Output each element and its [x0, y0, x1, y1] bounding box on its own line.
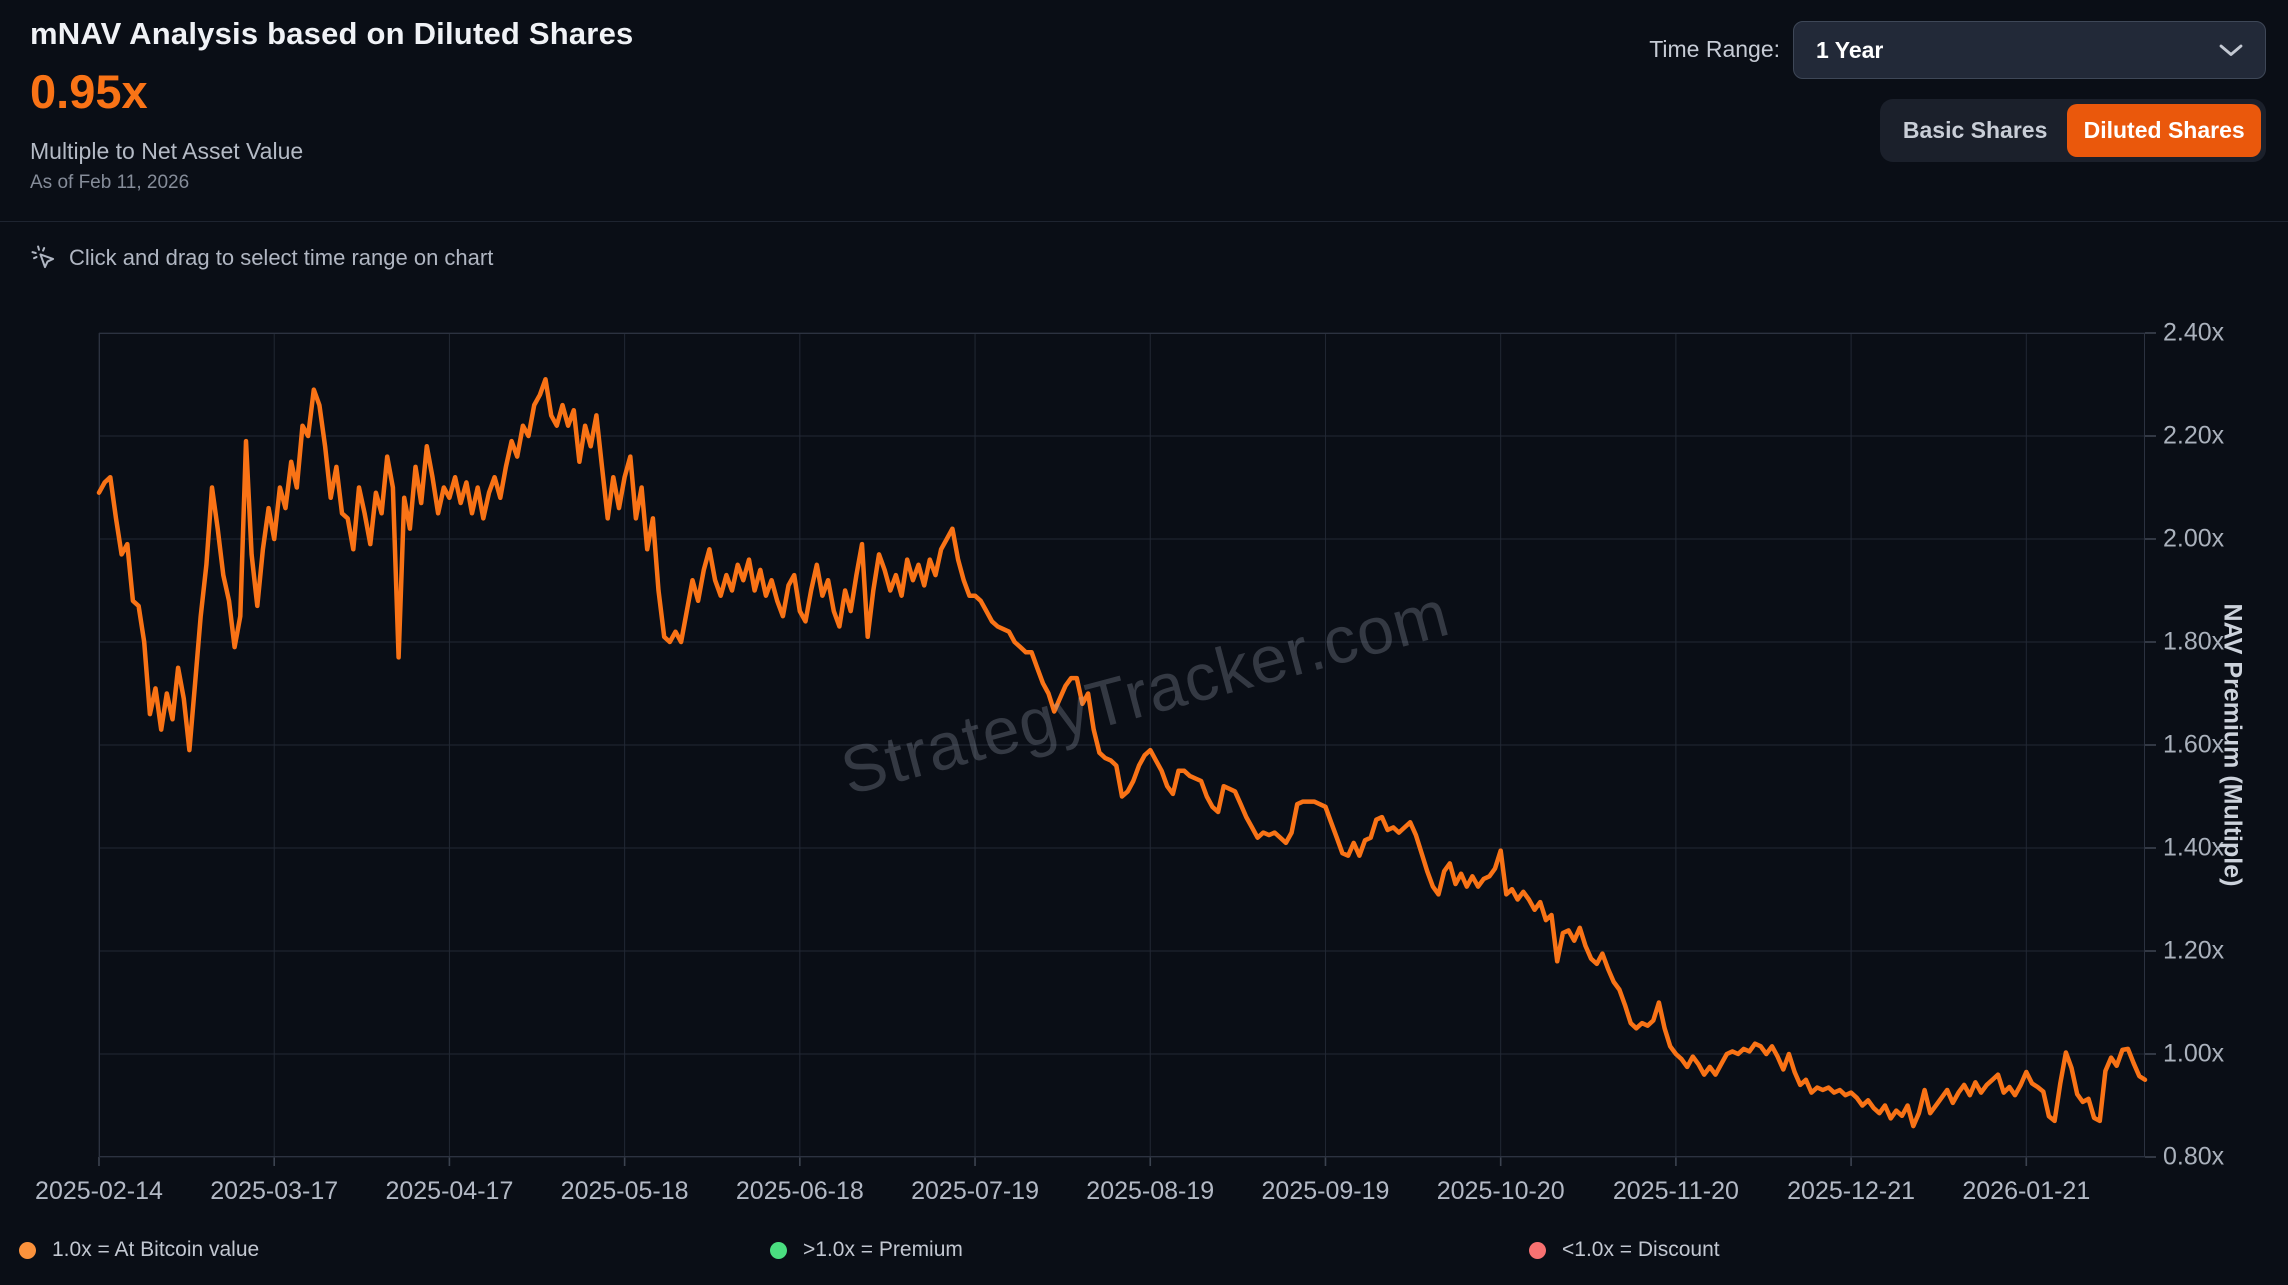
basic-shares-button[interactable]: Basic Shares — [1885, 104, 2065, 157]
legend-item-at-bitcoin-value: 1.0x = At Bitcoin value — [19, 1238, 259, 1262]
share-type-toggle: Basic Shares Diluted Shares — [1880, 99, 2266, 162]
x-axis-tick-label: 2025-08-19 — [1086, 1177, 1215, 1205]
chart-hint-text: Click and drag to select time range on c… — [69, 244, 494, 270]
header-divider — [0, 221, 2288, 222]
x-axis-tick-label: 2025-09-19 — [1261, 1177, 1390, 1205]
x-axis-tick-label: 2025-11-20 — [1612, 1177, 1739, 1205]
legend-dot-pink — [1529, 1241, 1546, 1259]
chart-hint: Click and drag to select time range on c… — [30, 244, 493, 271]
mnav-multiple-value: 0.95x — [30, 65, 148, 118]
x-axis-tick-label: 2025-04-17 — [385, 1177, 514, 1205]
x-axis-tick-label: 2025-06-18 — [735, 1177, 864, 1205]
as-of-date: As of Feb 11, 2026 — [30, 172, 190, 193]
legend-dot-orange — [19, 1241, 36, 1259]
x-axis-tick-label: 2025-10-20 — [1436, 1177, 1565, 1205]
y-axis-tick-label: 1.20x — [2163, 936, 2225, 965]
legend-label: 1.0x = At Bitcoin value — [52, 1238, 260, 1261]
y-axis-title: NAV Premium (Multiple) — [2218, 603, 2247, 887]
diluted-shares-button[interactable]: Diluted Shares — [2067, 104, 2261, 157]
chevron-down-icon — [2219, 44, 2243, 57]
legend-item-discount: <1.0x = Discount — [1529, 1238, 1720, 1262]
legend-item-premium: >1.0x = Premium — [770, 1238, 963, 1262]
legend-label: >1.0x = Premium — [803, 1238, 963, 1261]
time-range-selected-value: 1 Year — [1816, 36, 1884, 63]
y-axis-tick-label: 2.20x — [2163, 421, 2225, 450]
x-axis-tick-label: 2025-12-21 — [1787, 1177, 1916, 1205]
legend-label: <1.0x = Discount — [1562, 1238, 1720, 1261]
y-axis-tick-label: 1.80x — [2163, 627, 2225, 656]
y-axis-tick-label: 1.60x — [2163, 730, 2225, 759]
y-axis-tick-label: 0.80x — [2163, 1142, 2225, 1171]
legend-dot-green — [770, 1241, 787, 1259]
page-title: mNAV Analysis based on Diluted Shares — [30, 16, 634, 51]
y-axis-tick-label: 2.40x — [2163, 318, 2225, 347]
mnav-subtitle: Multiple to Net Asset Value — [30, 138, 304, 164]
y-axis-tick-label: 1.00x — [2163, 1039, 2225, 1068]
cursor-click-icon — [30, 244, 57, 271]
x-axis-tick-label: 2025-02-14 — [35, 1177, 163, 1205]
mnav-series-line — [96, 377, 2148, 1129]
x-axis-tick-label: 2025-03-17 — [210, 1177, 339, 1205]
x-axis-tick-label: 2025-07-19 — [911, 1177, 1039, 1205]
x-axis-tick-label: 2026-01-21 — [1962, 1177, 2091, 1205]
time-range-dropdown[interactable]: 1 Year — [1793, 21, 2266, 79]
time-range-label: Time Range: — [1649, 36, 1780, 62]
x-axis-tick-label: 2025-05-18 — [560, 1177, 689, 1205]
y-axis-tick-label: 2.00x — [2163, 524, 2225, 553]
y-axis-tick-label: 1.40x — [2163, 833, 2225, 862]
mnav-chart[interactable] — [96, 332, 2156, 1166]
